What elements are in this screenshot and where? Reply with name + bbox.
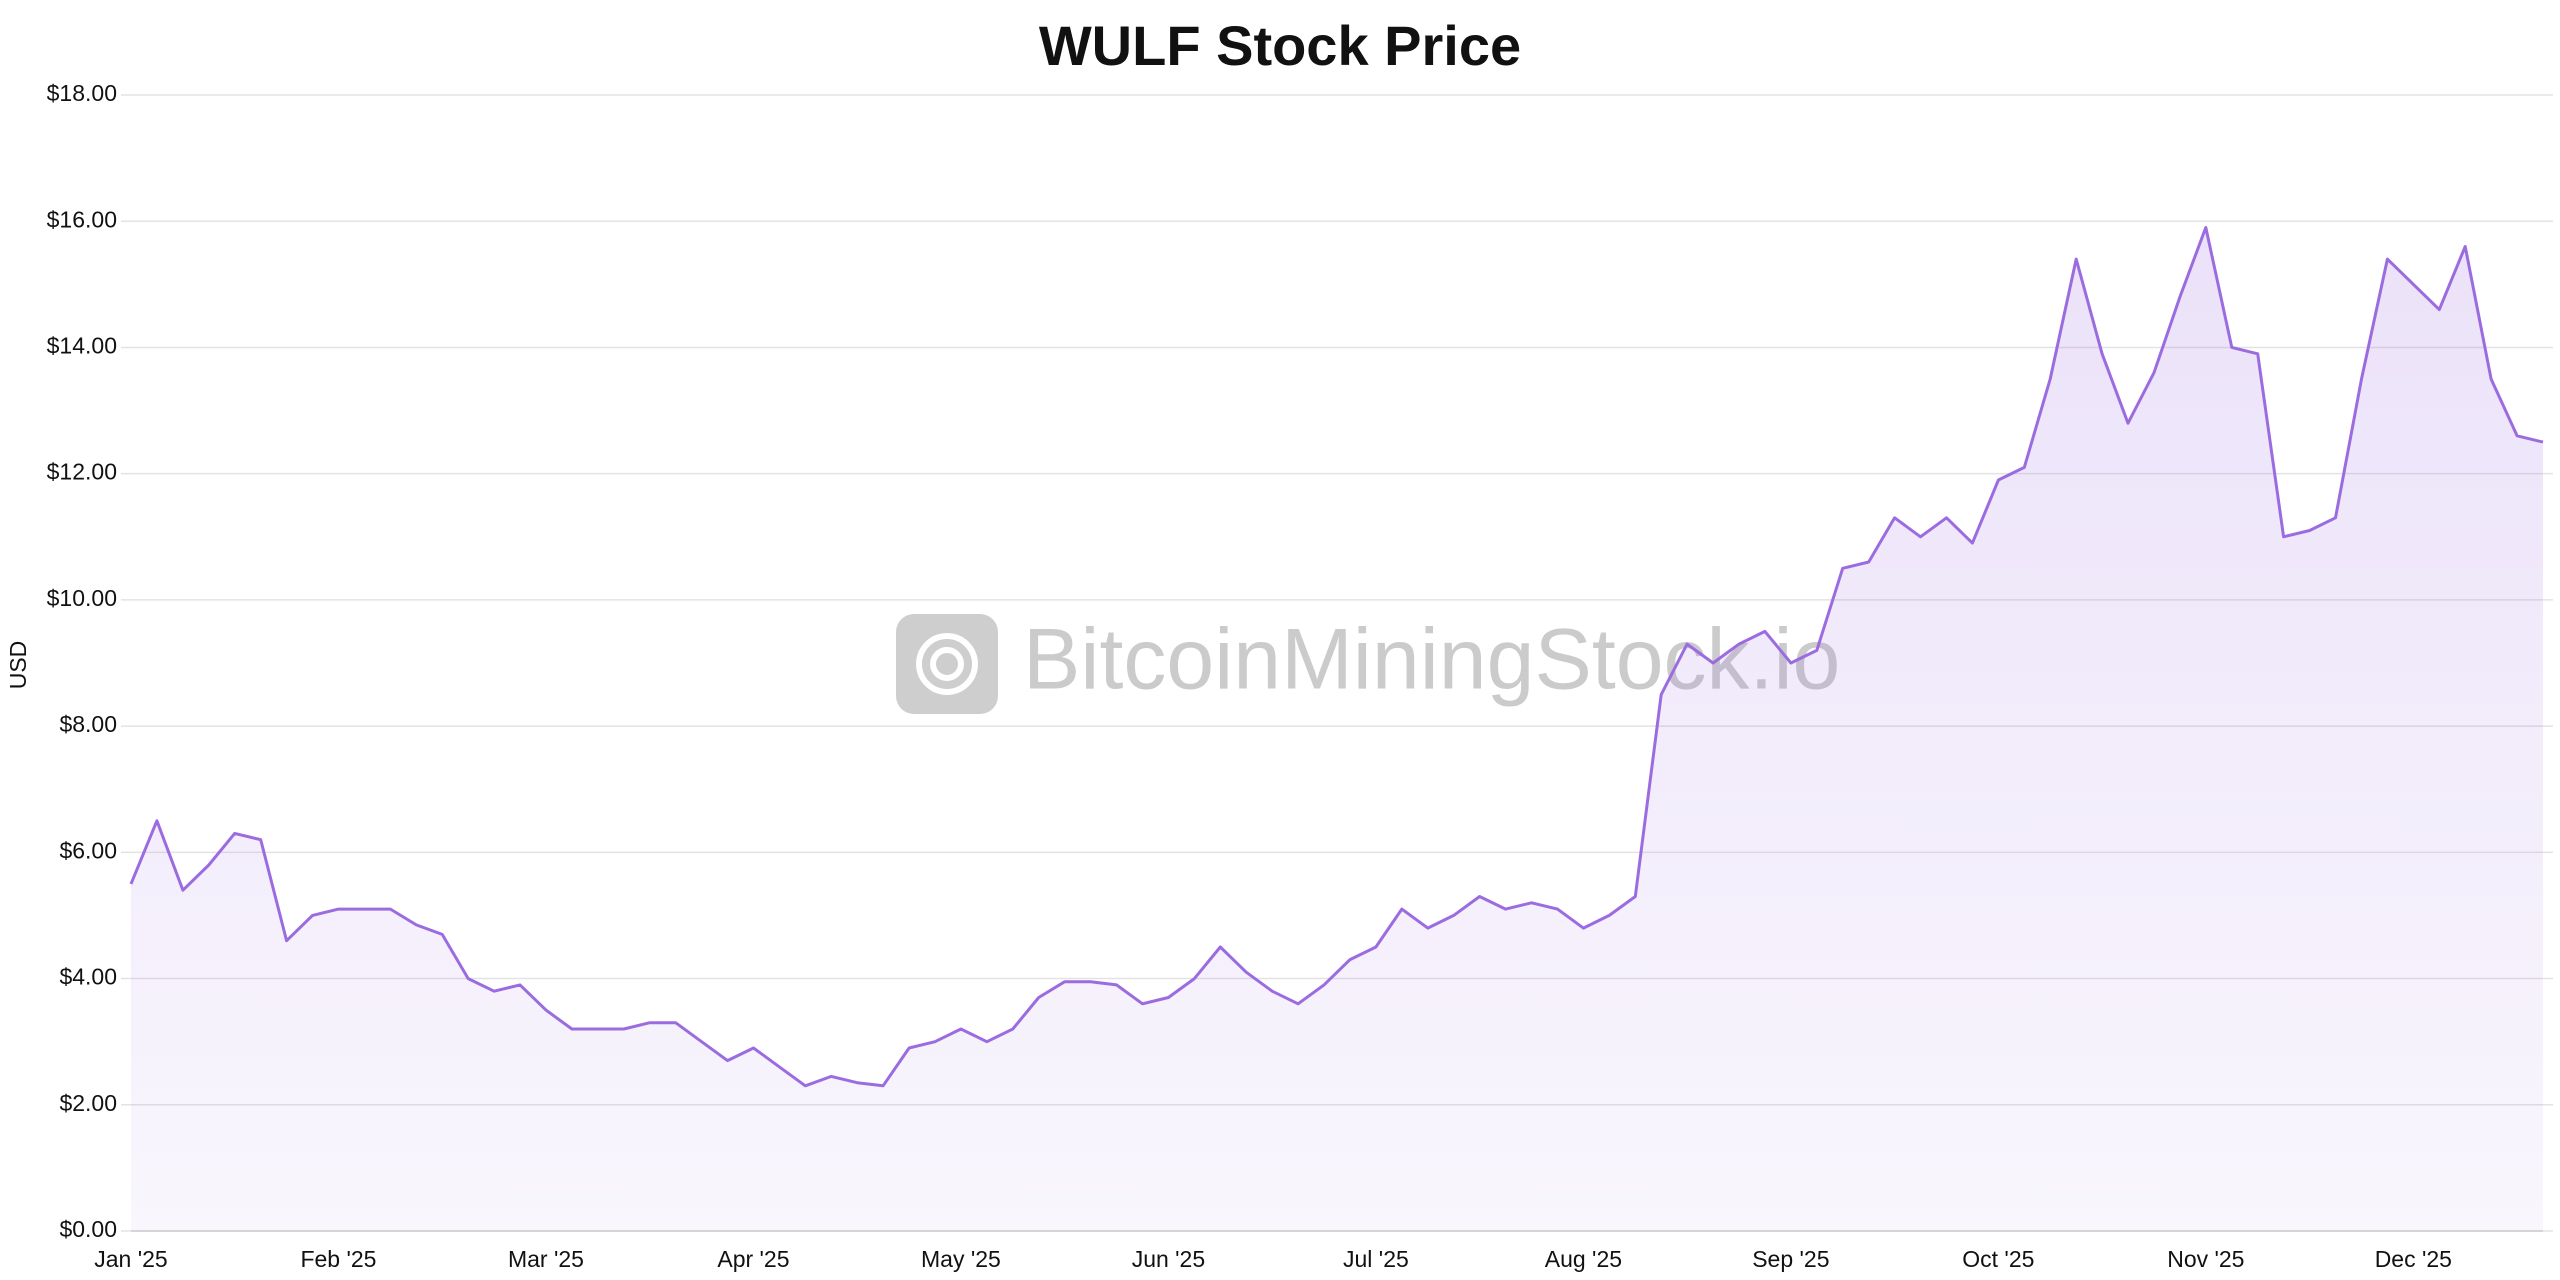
y-tick-label: $8.00 [59,711,117,737]
y-tick-label: $12.00 [47,459,117,485]
x-tick-label: Oct '25 [1962,1246,2034,1272]
y-tick-label: $10.00 [47,585,117,611]
x-tick-label: Feb '25 [300,1246,376,1272]
chart-title: WULF Stock Price [1039,14,1521,77]
y-tick-label: $14.00 [47,333,117,359]
y-tick-label: $6.00 [59,837,117,863]
x-tick-label: Sep '25 [1752,1246,1829,1272]
y-tick-label: $4.00 [59,964,117,990]
x-tick-label: Apr '25 [717,1246,789,1272]
y-tick-label: $18.00 [47,80,117,106]
y-tick-label: $0.00 [59,1216,117,1242]
x-tick-label: Jan '25 [94,1246,167,1272]
x-tick-label: May '25 [921,1246,1001,1272]
watermark-icon [896,614,998,714]
x-tick-label: Jul '25 [1343,1246,1409,1272]
x-tick-label: Aug '25 [1545,1246,1622,1272]
y-axis-label: USD [5,641,31,690]
price-line [129,226,2544,1088]
watermark-icon-ring [916,633,978,695]
y-tick-label: $2.00 [59,1090,117,1116]
x-tick-label: Dec '25 [2375,1246,2452,1272]
x-tick-label: Mar '25 [508,1246,584,1272]
y-tick-label: $16.00 [47,206,117,232]
watermark-icon-core [930,647,964,681]
area [131,227,2543,1231]
x-tick-label: Nov '25 [2167,1246,2244,1272]
x-tick-label: Jun '25 [1132,1246,1205,1272]
